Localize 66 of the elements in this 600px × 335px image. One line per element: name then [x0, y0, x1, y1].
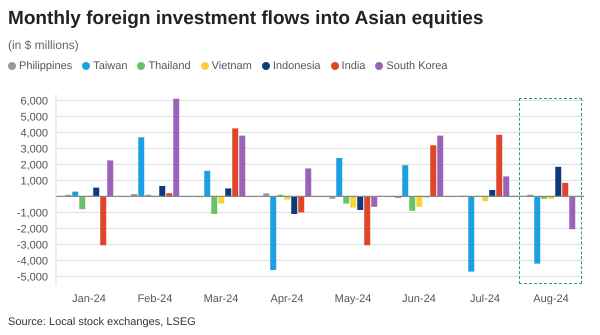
bar: [336, 158, 342, 196]
bar: [159, 186, 166, 196]
bar: [371, 196, 378, 207]
y-tick-label: -2,000: [16, 223, 48, 236]
bar: [555, 166, 562, 196]
bar: [496, 134, 502, 196]
bar: [305, 168, 312, 196]
bar: [437, 136, 444, 196]
bar: [489, 190, 496, 196]
y-tick-label: -4,000: [16, 255, 48, 268]
chart-subtitle: (in $ millions): [8, 38, 80, 52]
x-tick-label: Jan-24: [72, 292, 106, 305]
bar: [72, 192, 78, 196]
bar: [416, 196, 422, 207]
bar: [534, 196, 540, 264]
y-tick-label: 2,000: [20, 159, 48, 172]
bar: [357, 196, 364, 210]
legend-label: Philippines: [19, 60, 72, 72]
bar: [343, 196, 350, 204]
bar: [569, 196, 576, 230]
bar: [225, 188, 232, 196]
bar: [402, 165, 408, 196]
bar: [100, 196, 106, 246]
bar: [107, 160, 114, 196]
legend-label: Thailand: [148, 60, 191, 72]
x-tick-label: Feb-24: [138, 292, 172, 305]
bar: [211, 196, 218, 214]
y-tick-label: 1,000: [20, 175, 48, 188]
x-tick-label: Jul-24: [470, 292, 500, 305]
y-tick-label: 3,000: [20, 143, 48, 156]
bar: [430, 145, 436, 196]
legend-label: Taiwan: [93, 60, 128, 72]
bar: [79, 196, 86, 210]
source-note: Source: Local stock exchanges, LSEG: [8, 316, 197, 328]
bar: [232, 128, 238, 196]
bar: [218, 196, 224, 204]
bar: [270, 196, 276, 270]
bar: [239, 136, 246, 196]
bar: [298, 196, 304, 212]
bar: [468, 196, 474, 272]
y-tick-label: 5,000: [20, 111, 48, 124]
bar: [364, 196, 370, 246]
y-tick-label: 6,000: [20, 95, 48, 108]
y-tick-label: -3,000: [16, 239, 48, 252]
x-tick-label: Apr-24: [270, 292, 304, 305]
y-tick-label: -5,000: [16, 271, 48, 284]
chart-title: Monthly foreign investment flows into Asian equities: [8, 8, 484, 30]
bar: [93, 188, 100, 196]
bar: [562, 182, 568, 196]
x-tick-label: Jun-24: [402, 292, 436, 305]
x-tick-label: Aug-24: [533, 292, 569, 305]
bar: [204, 170, 210, 196]
y-tick-label: -1,000: [16, 207, 48, 220]
bar: [138, 137, 144, 196]
y-tick-label: 4,000: [20, 127, 48, 140]
bar: [409, 196, 416, 211]
bar: [173, 98, 180, 196]
bar: [350, 196, 356, 208]
legend-label: Indonesia: [272, 60, 321, 72]
x-tick-label: May-24: [334, 292, 372, 305]
legend-label: Vietnam: [212, 60, 252, 72]
legend-label: India: [342, 60, 366, 72]
x-tick-label: Mar-24: [204, 292, 238, 305]
bar: [291, 196, 298, 214]
bar: [503, 176, 510, 196]
legend-label: South Korea: [386, 60, 448, 72]
